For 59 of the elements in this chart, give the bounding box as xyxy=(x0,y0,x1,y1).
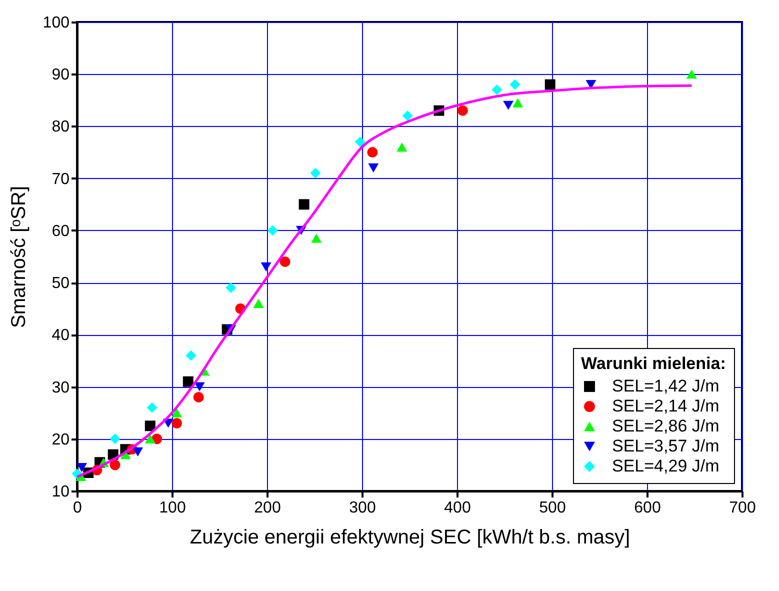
x-tick-label: 600 xyxy=(634,500,661,516)
y-tick-label: 30 xyxy=(52,379,70,396)
x-tick-label: 300 xyxy=(349,500,376,516)
legend-title: Warunki mielenia: xyxy=(581,354,726,373)
point xyxy=(457,105,468,116)
x-axis-title: Zużycie energii efektywnej SEC [kWh/t b.s. masy] xyxy=(190,526,630,548)
point xyxy=(280,256,290,267)
point xyxy=(186,350,196,361)
point xyxy=(367,147,378,158)
point xyxy=(110,434,120,444)
y-tick-label: 10 xyxy=(52,484,70,500)
y-axis-title: Smarność [ᵒSR] xyxy=(8,186,30,328)
point xyxy=(310,168,321,178)
x-tick-label: 100 xyxy=(159,500,186,516)
point xyxy=(396,142,408,152)
y-tick-label: 40 xyxy=(52,327,70,344)
y-tick-label: 90 xyxy=(52,66,70,84)
x-tick-label: 500 xyxy=(539,500,566,516)
point xyxy=(172,408,182,418)
point xyxy=(110,460,120,470)
legend-label: SEL=3,57 J/m xyxy=(612,436,720,456)
legend-label: SEL=2,14 J/m xyxy=(612,396,720,416)
x-tick-label: 0 xyxy=(73,500,82,516)
point xyxy=(544,79,556,90)
point xyxy=(226,282,236,294)
point xyxy=(503,100,514,110)
point xyxy=(354,136,366,148)
point xyxy=(146,402,158,413)
legend-label: SEL=1,42 J/m xyxy=(612,376,720,396)
point xyxy=(260,262,272,272)
point xyxy=(194,382,205,392)
legend-label: SEL=2,86 J/m xyxy=(612,416,720,436)
x-tick-label: 700 xyxy=(729,500,756,516)
point xyxy=(144,434,156,444)
y-tick-label: 50 xyxy=(52,275,70,292)
y-tick-label: 70 xyxy=(52,170,70,188)
point xyxy=(144,420,156,432)
x-tick-label: 200 xyxy=(254,500,281,516)
point xyxy=(512,98,524,108)
point xyxy=(510,79,520,90)
point xyxy=(402,110,413,122)
y-tick-label: 80 xyxy=(52,118,70,136)
point xyxy=(686,70,697,79)
y-tick-label: 60 xyxy=(52,222,70,240)
point xyxy=(132,447,144,456)
point xyxy=(172,418,182,428)
point xyxy=(298,199,310,210)
point xyxy=(368,163,379,172)
point xyxy=(193,392,204,402)
point xyxy=(267,225,278,236)
x-tick-label: 400 xyxy=(444,500,471,516)
point xyxy=(311,234,322,243)
point xyxy=(253,298,264,308)
point xyxy=(182,376,194,387)
y-tick-label: 20 xyxy=(52,431,70,448)
legend-label: SEL=4,29 J/m xyxy=(612,456,720,476)
point xyxy=(76,463,87,472)
point xyxy=(492,84,502,95)
y-tick-label: 100 xyxy=(42,14,70,32)
